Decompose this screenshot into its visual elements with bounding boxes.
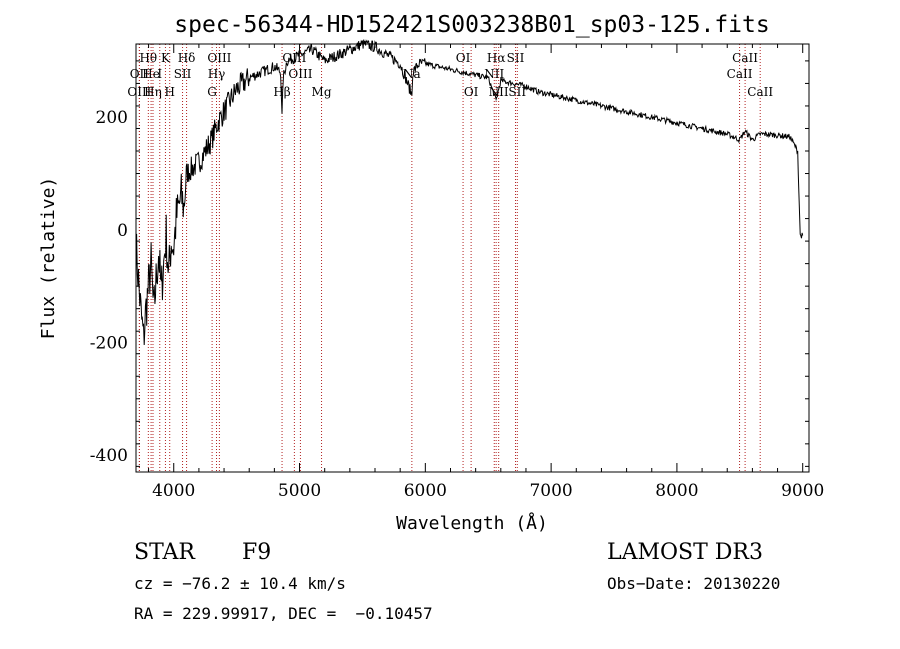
line-label-23: SII: [507, 51, 525, 65]
line-label-12: G: [207, 85, 217, 99]
line-label-8: Hδ: [178, 51, 196, 65]
x-tick-label-5000: 5000: [278, 481, 321, 501]
spectrum-line: [135, 39, 804, 346]
line-label-27: CaII: [747, 85, 773, 99]
x-tick-label-4000: 4000: [152, 481, 195, 501]
line-label-11: Hγ: [208, 67, 226, 81]
line-label-10: OIII: [207, 51, 231, 65]
line-label-15: OIII: [288, 67, 312, 81]
redshift-velocity: cz = −76.2 ± 10.4 km/s: [134, 574, 346, 593]
y-tick-label-0: 0: [117, 221, 128, 241]
line-label-25: CaII: [732, 51, 758, 65]
line-label-16: Mg: [312, 85, 332, 99]
plot-frame: [135, 43, 810, 473]
y-axis-label: Flux (relative): [38, 177, 59, 340]
x-axis: 4000 5000 6000 7000 8000 9000: [148, 44, 824, 501]
y-tick-label--400: -400: [90, 446, 128, 466]
line-label-18: OI: [456, 51, 471, 65]
line-label-9: SII: [174, 67, 192, 81]
line-label-17: Na: [403, 67, 421, 81]
coordinates: RA = 229.99917, DEC = −0.10457: [134, 604, 433, 623]
chart-title: spec-56344-HD152421S003238B01_sp03-125.f…: [174, 12, 769, 38]
line-label-0: Hθ: [139, 51, 157, 65]
observation-date: Obs−Date: 20130220: [607, 574, 781, 593]
line-label-19: OI: [464, 85, 479, 99]
y-tick-label-200: 200: [96, 108, 128, 128]
x-tick-label-8000: 8000: [655, 481, 698, 501]
survey-name: LAMOST DR3: [607, 540, 763, 565]
line-label-24: SII: [508, 85, 526, 99]
spectrum-chart: spec-56344-HD152421S003238B01_sp03-125.f…: [38, 12, 824, 534]
x-axis-label: Wavelength (Å): [396, 512, 548, 534]
line-label-20: Hα: [487, 51, 506, 65]
x-tick-label-9000: 9000: [781, 481, 824, 501]
line-label-13: Hβ: [273, 85, 290, 99]
line-label-7: I: [157, 67, 162, 81]
y-axis: -400 -200 0 200: [90, 60, 809, 467]
x-tick-label-6000: 6000: [404, 481, 447, 501]
y-tick-label--200: -200: [90, 333, 128, 353]
object-class: STAR: [134, 540, 195, 565]
line-label-5: K: [161, 51, 171, 65]
line-label-2: OIII: [127, 85, 151, 99]
line-label-26: CaII: [727, 67, 753, 81]
line-label-4: Hη: [144, 85, 162, 99]
line-label-6: H: [164, 85, 174, 99]
spectrum-series: [135, 39, 804, 346]
line-label-3: He: [142, 67, 160, 81]
x-tick-label-7000: 7000: [529, 481, 572, 501]
subclass: F9: [242, 540, 272, 565]
